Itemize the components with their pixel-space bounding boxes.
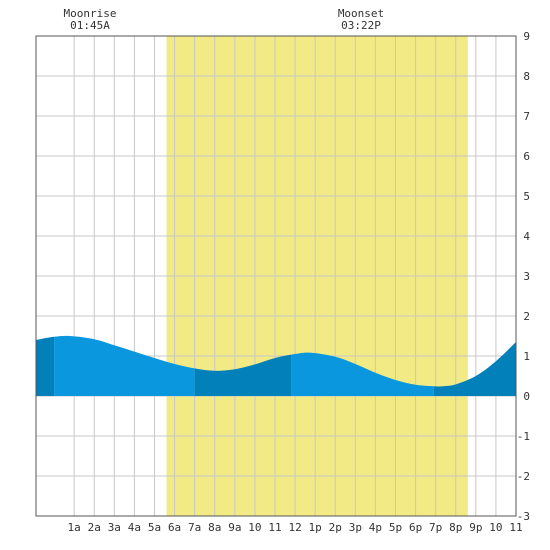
y-tick-label: -2 <box>517 470 530 483</box>
x-tick-label: 1a <box>68 521 81 534</box>
x-tick-label: 10 <box>248 521 261 534</box>
x-tick-label: 3p <box>349 521 362 534</box>
moonset-time: 03:22P <box>341 19 381 32</box>
x-tick-label: 5a <box>148 521 161 534</box>
x-axis-ticks: 1a 2a 3a 4a 5a 6a 7a 8a 9a 10 11 12 1p 2p 3p 4p 5p 6p 7p 8p… <box>68 521 523 534</box>
x-tick-label: 6a <box>168 521 181 534</box>
moonset-label: Moonset <box>338 7 384 20</box>
x-tick-label: 8a <box>208 521 221 534</box>
y-tick-label: 1 <box>523 350 530 363</box>
x-tick-label: 2p <box>329 521 342 534</box>
x-tick-label: 7p <box>429 521 442 534</box>
tide-band-dark <box>36 335 55 396</box>
x-tick-label: 8p <box>449 521 462 534</box>
y-tick-label: 0 <box>523 390 530 403</box>
plot-border <box>35 35 517 517</box>
x-tick-label: 4a <box>128 521 141 534</box>
y-tick-label: 4 <box>523 230 530 243</box>
y-axis-ticks: 9 8 7 6 5 4 3 2 1 0 -1 -2 -3 <box>517 30 531 523</box>
x-tick-label: 9p <box>469 521 482 534</box>
x-tick-label: 7a <box>188 521 201 534</box>
y-tick-label: 7 <box>523 110 530 123</box>
y-tick-label: 3 <box>523 270 530 283</box>
y-tick-label: -1 <box>517 430 530 443</box>
x-tick-label: 9a <box>228 521 241 534</box>
x-tick-label: 1p <box>309 521 322 534</box>
x-tick-label: 4p <box>369 521 382 534</box>
y-tick-label: 2 <box>523 310 530 323</box>
y-tick-label: -3 <box>517 510 530 523</box>
x-tick-label: 2a <box>88 521 101 534</box>
moonrise-time: 01:45A <box>70 19 110 32</box>
x-tick-label: 12 <box>288 521 301 534</box>
x-tick-label: 5p <box>389 521 402 534</box>
plot-frame <box>35 35 517 517</box>
y-tick-label: 9 <box>523 30 530 43</box>
x-tick-label: 11 <box>509 521 522 534</box>
y-tick-label: 5 <box>523 190 530 203</box>
y-tick-label: 8 <box>523 70 530 83</box>
x-tick-label: 3a <box>108 521 121 534</box>
x-tick-label: 6p <box>409 521 422 534</box>
y-tick-label: 6 <box>523 150 530 163</box>
x-tick-label: 10 <box>489 521 502 534</box>
moonrise-label: Moonrise <box>64 7 117 20</box>
x-tick-label: 11 <box>268 521 281 534</box>
